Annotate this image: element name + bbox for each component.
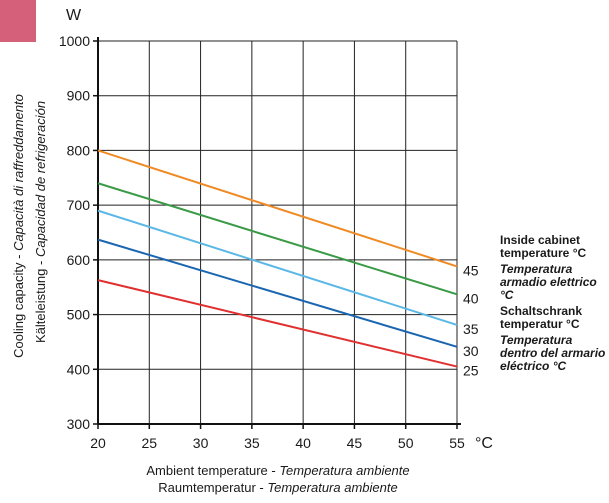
grid xyxy=(98,40,458,424)
x-tick-label-25: 25 xyxy=(141,435,157,451)
axes xyxy=(93,37,461,429)
y-unit-label: W xyxy=(66,7,82,24)
x-unit-label: °C xyxy=(475,435,493,452)
series-labels: 45 40 35 30 25 xyxy=(463,262,479,378)
legend-title-en: Inside cabinet temperature °C xyxy=(500,233,587,260)
y-tick-label-500: 500 xyxy=(67,307,91,323)
series-label-40: 40 xyxy=(463,290,479,306)
y-tick-label-700: 700 xyxy=(67,197,91,213)
x-axis-title-line1: Ambient temperature - Temperatura ambien… xyxy=(146,463,410,478)
y-tick-label-600: 600 xyxy=(67,252,91,268)
series-line-30 xyxy=(97,238,458,348)
series-lines xyxy=(97,149,458,368)
legend-title-de: Schaltschrank temperatur °C xyxy=(500,304,583,331)
series-label-25: 25 xyxy=(463,363,479,379)
x-tick-label-40: 40 xyxy=(295,435,311,451)
x-tick-label-55: 55 xyxy=(449,435,465,451)
series-label-45: 45 xyxy=(463,262,479,278)
y-tick-label-300: 300 xyxy=(67,416,91,432)
x-tick-label-45: 45 xyxy=(347,435,363,451)
x-tick-label-35: 35 xyxy=(244,435,260,451)
series-line-45 xyxy=(97,149,458,268)
y-axis-title: Cooling capacity - Capacità di raffredda… xyxy=(11,94,48,358)
legend-title-es: Temperatura dentro del armario eléctrico… xyxy=(500,333,606,373)
y-tick-label-400: 400 xyxy=(67,361,91,377)
series-line-25 xyxy=(97,279,458,368)
x-axis-title-line2: Raumtemperatur - Temperatura ambiente xyxy=(158,480,398,495)
series-label-30: 30 xyxy=(463,343,479,359)
series-line-35 xyxy=(97,209,458,326)
y-axis-title-line1: Cooling capacity - Capacità di raffredda… xyxy=(11,94,26,358)
tick-labels: 20 25 30 35 40 45 50 55 300 400 500 600 700 800 900 100… xyxy=(59,33,465,451)
y-tick-label-900: 900 xyxy=(67,88,91,104)
y-tick-label-800: 800 xyxy=(67,142,91,158)
y-tick-label-1000: 1000 xyxy=(59,33,90,49)
series-line-40 xyxy=(97,182,458,296)
legend: Inside cabinet temperature °C Temperatur… xyxy=(500,234,608,376)
x-tick-label-50: 50 xyxy=(398,435,414,451)
y-axis-title-line2: Kälteleistung - Capacidad de refrigeraci… xyxy=(33,101,48,343)
series-label-35: 35 xyxy=(463,321,479,337)
x-tick-label-30: 30 xyxy=(193,435,209,451)
corner-tab xyxy=(0,0,36,42)
x-tick-label-20: 20 xyxy=(90,435,106,451)
legend-title-it: Temperatura armadio elettrico °C xyxy=(500,262,597,302)
